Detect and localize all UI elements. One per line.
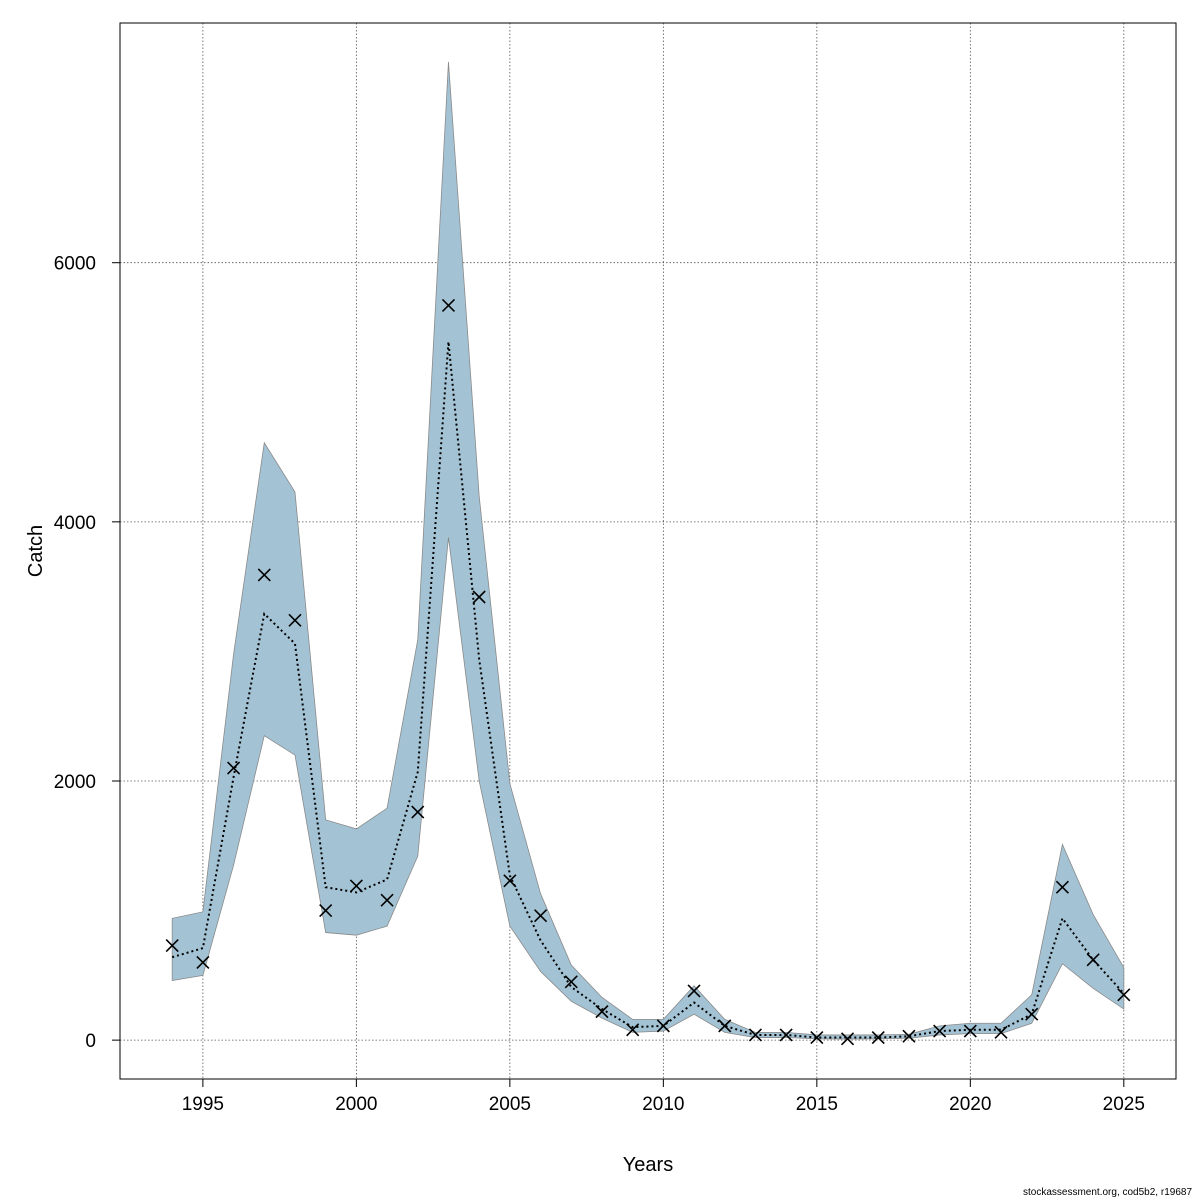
observed-point <box>994 1025 1008 1039</box>
confidence-band-area <box>171 61 1125 1040</box>
x-tick-label: 2010 <box>642 1094 684 1115</box>
observed-point <box>165 938 179 953</box>
x-tick-label: 2000 <box>335 1094 377 1115</box>
estimate-line <box>171 341 1125 1039</box>
y-tick-label: 0 <box>85 1031 96 1052</box>
observed-point <box>810 1030 824 1045</box>
observed-point <box>349 879 363 893</box>
observed-point <box>687 984 701 998</box>
y-axis-title: Catch <box>25 525 47 577</box>
x-tick-label: 1995 <box>182 1094 224 1115</box>
observed-point <box>871 1030 885 1045</box>
observed-point <box>656 1019 670 1033</box>
observed-point <box>595 1005 609 1019</box>
observed-point <box>1086 953 1100 967</box>
y-tick-label: 4000 <box>54 513 96 534</box>
observed-point <box>1117 988 1131 1002</box>
observed-point <box>902 1029 916 1043</box>
observed-markers <box>165 298 1131 1046</box>
observed-point <box>564 975 578 989</box>
observed-point <box>380 893 394 907</box>
observed-point <box>411 805 425 819</box>
observed-point <box>1025 1007 1039 1021</box>
observed-point <box>1055 880 1069 894</box>
y-tick-label: 6000 <box>54 254 96 275</box>
observed-point <box>748 1028 763 1042</box>
observed-point <box>257 568 271 582</box>
x-axis-title: Years <box>623 1154 673 1176</box>
x-tick-label: 2020 <box>949 1094 991 1115</box>
plot-frame <box>119 22 1177 1080</box>
observed-point <box>288 613 302 627</box>
observed-point <box>963 1024 977 1038</box>
observed-point <box>718 1019 732 1033</box>
y-tick-label: 2000 <box>54 772 96 793</box>
observed-point <box>319 903 333 918</box>
x-tick-label: 2025 <box>1103 1094 1145 1115</box>
observed-point <box>196 955 210 969</box>
observed-point <box>503 874 517 888</box>
observed-point <box>840 1032 855 1046</box>
observed-point <box>227 761 241 775</box>
observed-point <box>441 298 456 313</box>
footer-credit: stockassessment.org, cod5b2, r19687 <box>1023 1187 1192 1198</box>
observed-point <box>779 1028 793 1042</box>
observed-point <box>533 909 548 923</box>
observed-point <box>626 1023 640 1037</box>
axes: 1995 2000 2005 2010 2015 2020 2025 0 2000 4000 600… <box>54 254 1145 1115</box>
x-tick-label: 2015 <box>796 1094 838 1115</box>
x-tick-label: 2005 <box>489 1094 531 1115</box>
observed-point <box>933 1024 947 1038</box>
confidence-band <box>171 61 1125 1040</box>
estimate-series-line <box>171 341 1125 1039</box>
observed-point <box>472 590 486 604</box>
